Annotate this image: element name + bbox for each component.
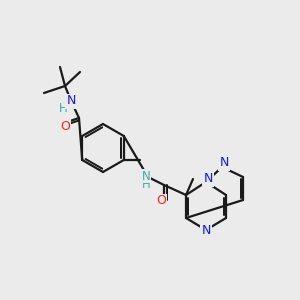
Text: N: N [203, 172, 213, 185]
Text: H: H [58, 101, 68, 115]
Text: N: N [66, 94, 76, 107]
Text: N: N [219, 157, 229, 169]
Text: N: N [201, 224, 211, 236]
Text: N: N [142, 169, 150, 182]
Text: O: O [156, 194, 166, 208]
Text: O: O [60, 119, 70, 133]
Text: H: H [142, 178, 150, 190]
